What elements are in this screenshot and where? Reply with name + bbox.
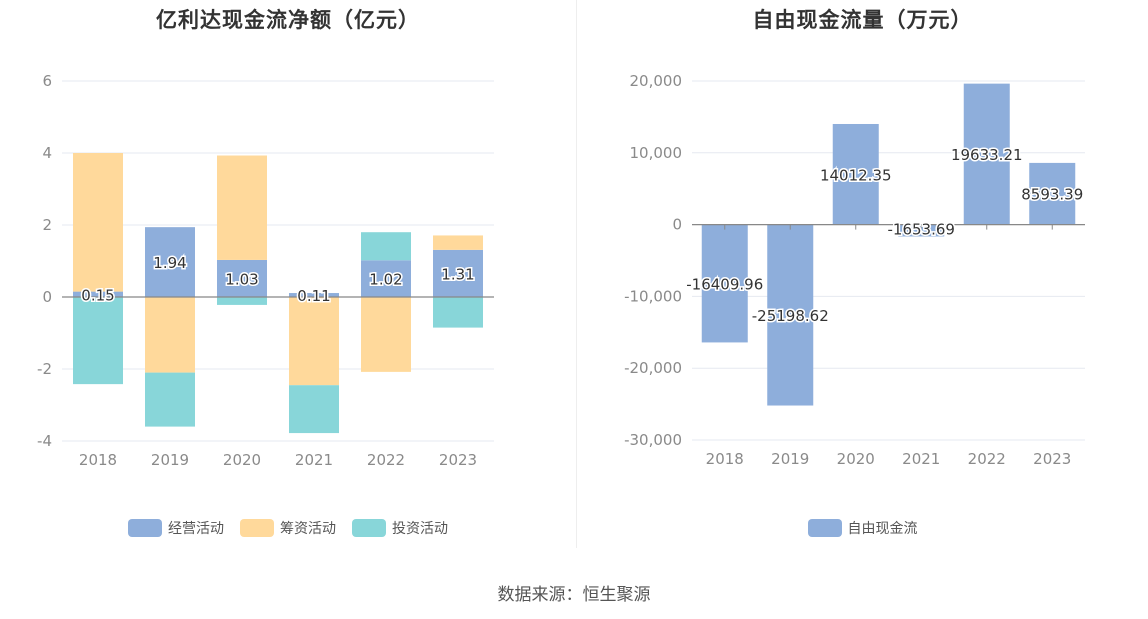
data-label: 19633.21: [951, 146, 1023, 164]
legend-item[interactable]: 经营活动: [128, 518, 224, 538]
x-tick-label: 2019: [771, 450, 809, 468]
legend-swatch: [128, 519, 162, 537]
data-label: 1.02: [369, 271, 402, 289]
bar-经营活动-2018: [73, 291, 123, 297]
x-tick-label: 2023: [1033, 450, 1071, 468]
legend-item[interactable]: 自由现金流: [807, 518, 918, 538]
bar-投资活动-2018: [73, 297, 123, 385]
y-tick-label: -20,000: [624, 359, 682, 377]
y-tick-label: -4: [37, 432, 52, 450]
bar-筹资活动-2019: [145, 297, 195, 373]
legend-label: 投资活动: [392, 521, 448, 537]
y-tick-label: -2: [37, 360, 52, 378]
x-tick-label: 2018: [79, 451, 117, 469]
bar-自由现金流-2019: [767, 224, 814, 406]
data-label: 1.03: [225, 270, 258, 288]
legend-label: 自由现金流: [847, 521, 918, 537]
cashflow-net-chart: -4 -2 0 2 4 6 2018 2019 2020 2021 2022 2023 0.15 1.94…: [37, 72, 494, 469]
right-chart-title: 自由现金流量（万元）: [752, 8, 973, 32]
x-tick-label: 2022: [367, 451, 405, 469]
legend-label: 筹资活动: [280, 521, 336, 537]
y-tick-label: 6: [42, 72, 52, 90]
bar-自由现金流-2020: [832, 123, 879, 225]
data-label: 1.94: [153, 254, 186, 272]
y-tick-label: 0: [672, 216, 682, 234]
data-label: 0.11: [297, 287, 330, 305]
y-tick-label: -10,000: [624, 287, 682, 305]
legend-swatch: [807, 519, 842, 537]
free-cashflow-chart: -30,000 -20,000 -10,000 0 10,000 20,000 2018 20…: [624, 72, 1085, 468]
y-tick-label: -30,000: [624, 431, 682, 449]
left-chart-legend: 经营活动 筹资活动 投资活动: [0, 518, 576, 538]
panel-divider: [576, 0, 577, 548]
x-tick-label: 2021: [295, 451, 333, 469]
bar-自由现金流-2021: [898, 224, 945, 237]
legend-label: 经营活动: [168, 521, 224, 537]
x-tick-label: 2022: [968, 450, 1006, 468]
legend-swatch: [352, 519, 386, 537]
data-label: 1.31: [441, 265, 474, 283]
data-label: -16409.96: [686, 276, 763, 294]
x-tick-label: 2019: [151, 451, 189, 469]
y-tick-label: 0: [42, 288, 52, 306]
bar-投资活动-2023: [433, 297, 483, 328]
bar-筹资活动-2018: [73, 153, 123, 292]
bar-投资活动-2020: [217, 297, 267, 305]
data-label: 14012.35: [820, 166, 892, 184]
bar-经营活动-2019: [145, 227, 195, 297]
data-label: -1653.69: [888, 221, 955, 239]
bar-筹资活动-2021: [289, 297, 339, 386]
bar-经营活动-2022: [361, 260, 411, 297]
left-chart-title: 亿利达现金流净额（亿元）: [156, 8, 420, 32]
x-tick-label: 2023: [439, 451, 477, 469]
data-source-note: 数据来源：恒生聚源: [497, 585, 651, 605]
y-tick-label: 4: [42, 144, 52, 162]
right-chart-legend: 自由现金流: [577, 518, 1148, 538]
bar-自由现金流-2022: [963, 83, 1010, 225]
y-tick-label: 2: [42, 216, 52, 234]
y-tick-label: 10,000: [630, 144, 683, 162]
legend-item[interactable]: 投资活动: [352, 518, 448, 538]
x-tick-label: 2018: [706, 450, 744, 468]
bar-投资活动-2019: [145, 372, 195, 427]
cashflow-net-chart-panel: 亿利达现金流净额（亿元） -4 -2 0 2 4 6 2018 2019 2020 2021 202…: [0, 0, 576, 550]
x-tick-label: 2021: [902, 450, 940, 468]
bar-经营活动-2023: [433, 249, 483, 297]
data-label: 8593.39: [1021, 186, 1083, 204]
free-cashflow-chart-panel: 自由现金流量（万元） -30,000 -20,000 -10,000 0 10,000 2…: [577, 0, 1148, 550]
x-tick-label: 2020: [837, 450, 875, 468]
bar-自由现金流-2018: [701, 224, 748, 343]
bar-投资活动-2022: [361, 232, 411, 261]
bar-经营活动-2020: [217, 259, 267, 297]
bar-投资活动-2021: [289, 385, 339, 434]
x-tick-label: 2020: [223, 451, 261, 469]
bar-筹资活动-2023: [433, 235, 483, 250]
bar-筹资活动-2020: [217, 155, 267, 260]
bar-经营活动-2021: [289, 293, 339, 297]
y-tick-label: 20,000: [630, 72, 683, 90]
bar-筹资活动-2022: [361, 297, 411, 372]
data-label: -25198.62: [752, 307, 829, 325]
data-label: 0.15: [81, 286, 114, 304]
bar-自由现金流-2023: [1029, 162, 1076, 225]
legend-item[interactable]: 筹资活动: [240, 518, 336, 538]
legend-swatch: [240, 519, 274, 537]
